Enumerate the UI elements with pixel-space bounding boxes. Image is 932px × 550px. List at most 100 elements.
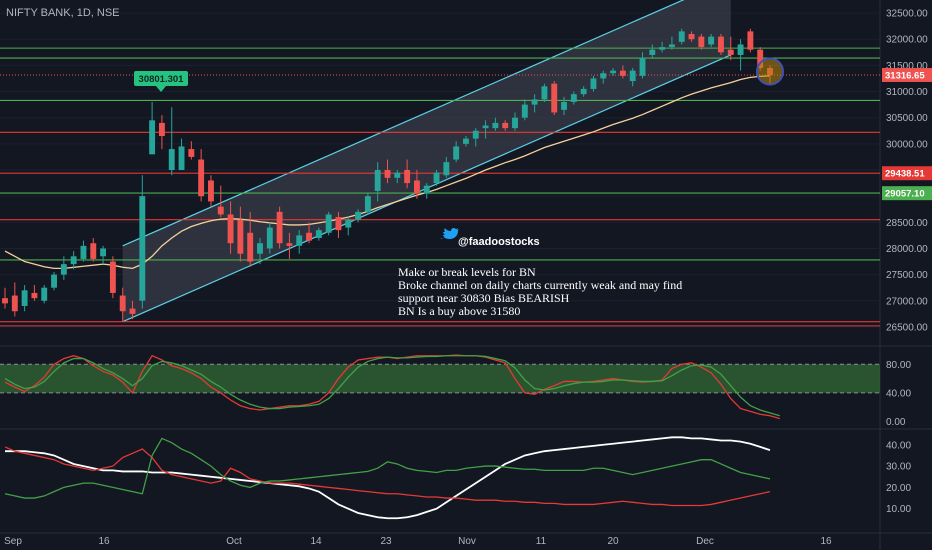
candle[interactable] xyxy=(590,75,597,92)
candle-body xyxy=(247,232,254,262)
time-tick-label: 14 xyxy=(310,536,322,547)
candle[interactable] xyxy=(600,70,607,84)
candle[interactable] xyxy=(678,28,685,45)
candle[interactable] xyxy=(659,41,666,53)
candle[interactable] xyxy=(453,141,460,163)
candle[interactable] xyxy=(306,222,312,244)
candle[interactable] xyxy=(90,238,97,262)
candle[interactable] xyxy=(237,206,244,262)
candle[interactable] xyxy=(727,36,734,61)
candle-body xyxy=(286,243,293,246)
candle[interactable] xyxy=(541,83,548,102)
callout: 30801.301 xyxy=(134,71,188,92)
candle-body xyxy=(570,94,577,102)
candle[interactable] xyxy=(335,211,342,238)
candle[interactable] xyxy=(433,170,440,186)
candle-body xyxy=(649,49,656,55)
candle[interactable] xyxy=(2,287,8,309)
time-tick-label: 20 xyxy=(607,536,619,547)
candle[interactable] xyxy=(521,99,528,121)
candle[interactable] xyxy=(423,183,430,199)
candle[interactable] xyxy=(51,272,57,291)
candle[interactable] xyxy=(178,138,185,170)
candle[interactable] xyxy=(355,209,362,223)
candle[interactable] xyxy=(668,36,675,50)
time-tick-label: 11 xyxy=(536,536,547,547)
candle-body xyxy=(443,162,450,176)
candle[interactable] xyxy=(257,238,263,265)
candle-body xyxy=(51,274,57,288)
candle[interactable] xyxy=(413,170,420,199)
candle-body xyxy=(335,217,342,231)
candle[interactable] xyxy=(100,245,107,265)
candle[interactable] xyxy=(472,128,479,147)
candle[interactable] xyxy=(315,227,322,241)
candle[interactable] xyxy=(512,112,518,131)
candle[interactable] xyxy=(394,170,401,184)
candle-body xyxy=(737,44,744,55)
candle[interactable] xyxy=(149,101,156,155)
note-line: support near 30830 Bias BEARISH xyxy=(398,291,570,305)
candle[interactable] xyxy=(139,175,146,309)
candle[interactable] xyxy=(80,240,87,262)
dmi-series-line xyxy=(4,437,771,499)
candle[interactable] xyxy=(325,211,332,236)
callout-label: 30801.301 xyxy=(139,74,185,85)
candle[interactable] xyxy=(286,232,293,259)
candle[interactable] xyxy=(629,68,636,87)
candle[interactable] xyxy=(227,201,234,254)
candle[interactable] xyxy=(247,211,254,267)
candle[interactable] xyxy=(119,287,126,322)
candle[interactable] xyxy=(60,256,67,280)
candle[interactable] xyxy=(384,159,391,184)
candle[interactable] xyxy=(276,206,283,249)
candle[interactable] xyxy=(443,156,450,178)
candle[interactable] xyxy=(649,44,656,58)
candle[interactable] xyxy=(168,107,175,176)
candle[interactable] xyxy=(404,159,411,189)
candle[interactable] xyxy=(463,136,469,147)
candle[interactable] xyxy=(129,300,136,320)
candle[interactable] xyxy=(502,120,509,131)
candle[interactable] xyxy=(688,31,695,42)
candle-body xyxy=(2,298,8,304)
candle[interactable] xyxy=(737,39,744,71)
candle[interactable] xyxy=(21,285,28,312)
candle[interactable] xyxy=(718,34,724,55)
candle[interactable] xyxy=(374,162,381,202)
candle[interactable] xyxy=(580,86,587,97)
candle[interactable] xyxy=(266,222,273,254)
candle[interactable] xyxy=(364,193,371,215)
candle-body xyxy=(80,245,87,259)
candle[interactable] xyxy=(31,285,38,301)
candle[interactable] xyxy=(531,94,538,113)
candle[interactable] xyxy=(296,230,303,254)
candle-body xyxy=(619,70,626,76)
candle[interactable] xyxy=(109,256,116,299)
candle[interactable] xyxy=(708,34,715,48)
candle[interactable] xyxy=(345,217,352,236)
candle[interactable] xyxy=(188,141,195,160)
candle[interactable] xyxy=(561,96,567,116)
candle[interactable] xyxy=(482,120,489,139)
candle-body xyxy=(433,172,440,184)
candle[interactable] xyxy=(208,175,214,207)
candles-layer[interactable] xyxy=(2,28,784,322)
candle-body xyxy=(119,295,126,312)
candle[interactable] xyxy=(639,52,646,79)
candle[interactable] xyxy=(11,282,18,317)
candle[interactable] xyxy=(698,34,705,50)
candle[interactable] xyxy=(619,65,626,79)
candle[interactable] xyxy=(41,285,48,304)
candle[interactable] xyxy=(747,28,754,53)
candle[interactable] xyxy=(198,149,205,202)
horizontal-levels xyxy=(0,47,880,327)
candle[interactable] xyxy=(551,81,558,116)
candle[interactable] xyxy=(70,251,77,270)
candle[interactable] xyxy=(610,68,617,76)
candle[interactable] xyxy=(217,185,224,218)
candle[interactable] xyxy=(492,117,499,131)
candle[interactable] xyxy=(570,91,577,105)
candle[interactable] xyxy=(158,115,165,150)
